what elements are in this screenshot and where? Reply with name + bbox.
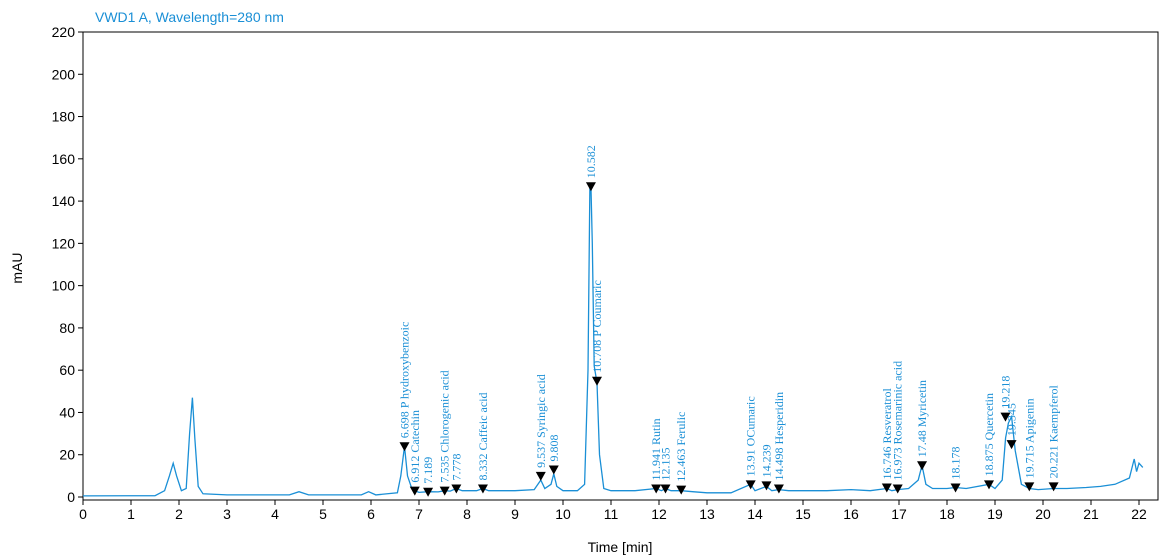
peak-label: 12.135: [658, 448, 672, 481]
peak-label: 13.91 OCumaric: [744, 396, 758, 476]
plot-area-frame: [82, 31, 1159, 501]
y-tick-label: 160: [52, 151, 76, 167]
x-tick-label: 22: [1131, 506, 1147, 522]
x-axis-title: Time [min]: [588, 539, 653, 555]
peak-label: 19.345: [1005, 403, 1019, 436]
peak-marker: [917, 461, 928, 471]
peak-marker: [1006, 440, 1017, 450]
peak-marker: [892, 484, 903, 494]
x-tick-label: 5: [319, 506, 327, 522]
x-tick-label: 0: [79, 506, 87, 522]
peak-marker: [773, 484, 784, 494]
peak-marker: [1024, 482, 1035, 492]
y-tick-label: 120: [52, 235, 76, 251]
peak-label: 11.941 Rutin: [649, 418, 663, 480]
x-tick-label: 17: [891, 506, 907, 522]
y-tick-label: 80: [59, 320, 75, 336]
x-tick-label: 1: [127, 506, 135, 522]
peak-label: 14.239: [759, 444, 773, 477]
x-tick-label: 20: [1035, 506, 1051, 522]
x-tick-label: 21: [1083, 506, 1099, 522]
peak-marker: [451, 484, 462, 494]
peak-marker: [761, 481, 772, 491]
axis-ticks: 0 1 2 3 4 5 6 7 8 9 10 11 12 13 14 15 16 17 18 19 20 21 220204…: [52, 24, 1147, 522]
peak-marker: [439, 486, 450, 496]
peak-label: 16.973 Rosemarinic acid: [891, 361, 905, 481]
x-tick-label: 4: [271, 506, 279, 522]
y-tick-label: 220: [52, 24, 76, 40]
peak-label: 10.708 P Coumaric: [590, 280, 604, 373]
x-tick-label: 7: [415, 506, 423, 522]
peak-label: 14.498 Hesperidin: [772, 392, 786, 481]
peak-label: 9.808: [547, 435, 561, 462]
peak-marker: [423, 487, 434, 497]
chromatogram-trace: [82, 183, 1144, 497]
peak-label: 7.189: [421, 457, 435, 484]
x-tick-label: 6: [367, 506, 375, 522]
x-tick-label: 8: [463, 506, 471, 522]
y-tick-label: 200: [52, 66, 76, 82]
x-tick-label: 16: [843, 506, 859, 522]
peak-marker: [535, 471, 546, 481]
chart-title: VWD1 A, Wavelength=280 nm: [95, 9, 284, 25]
y-tick-label: 0: [67, 489, 75, 505]
x-tick-label: 15: [795, 506, 811, 522]
peak-label: 6.698 P hydroxybenzoic: [398, 322, 412, 439]
peak-marker: [477, 484, 488, 494]
peak-marker: [399, 442, 410, 452]
peak-label: 7.778: [449, 454, 463, 481]
peak-marker: [409, 486, 420, 496]
x-tick-label: 9: [511, 506, 519, 522]
x-tick-label: 19: [987, 506, 1003, 522]
peak-label: 6.912 Catechin: [408, 410, 422, 483]
x-tick-label: 13: [699, 506, 715, 522]
x-tick-label: 12: [651, 506, 667, 522]
x-tick-label: 2: [175, 506, 183, 522]
x-tick-label: 11: [604, 506, 619, 522]
peak-marker: [660, 484, 671, 494]
peak-marker: [548, 465, 559, 475]
y-tick-label: 180: [52, 109, 76, 125]
y-axis-title: mAU: [9, 252, 25, 283]
y-tick-label: 140: [52, 193, 76, 209]
peak-marker: [1048, 482, 1059, 492]
peak-label: 19.218: [998, 376, 1012, 409]
peak-label: 19.715 Apigenin: [1022, 398, 1036, 478]
peak-marker: [745, 480, 756, 490]
peak-marker: [881, 483, 892, 493]
peak-marker: [1000, 412, 1011, 422]
peak-label: 17.48 Myricetin: [915, 380, 929, 457]
x-tick-label: 3: [223, 506, 231, 522]
x-tick-label: 18: [939, 506, 955, 522]
peak-label: 12.463 Ferulic: [674, 412, 688, 482]
peak-marker: [950, 483, 961, 493]
peak-label: 18.875 Quercetin: [982, 393, 996, 476]
y-tick-label: 40: [59, 404, 75, 420]
peak-label: 18.178: [949, 446, 963, 479]
peak-label: 8.332 Caffeic acid: [476, 392, 490, 480]
peak-marker: [651, 484, 662, 494]
peak-label: 20.221 Kaempferol: [1047, 384, 1061, 478]
peak-marker: [676, 485, 687, 495]
peak-label: 10.582: [584, 145, 598, 178]
peak-label: 9.537 Syringic acid: [534, 374, 548, 468]
trace-layer: [82, 183, 1144, 497]
y-tick-label: 60: [59, 362, 75, 378]
x-tick-label: 10: [555, 506, 571, 522]
peak-label: 7.535 Chlorogenic acid: [438, 370, 452, 482]
peak-marker: [585, 182, 596, 192]
peak-marker: [984, 480, 994, 490]
x-tick-label: 14: [747, 506, 763, 522]
peak-label: 16.746 Resveratrol: [880, 388, 894, 480]
y-tick-label: 20: [59, 447, 75, 463]
peak-marker: [591, 376, 602, 386]
y-tick-label: 100: [52, 278, 76, 294]
